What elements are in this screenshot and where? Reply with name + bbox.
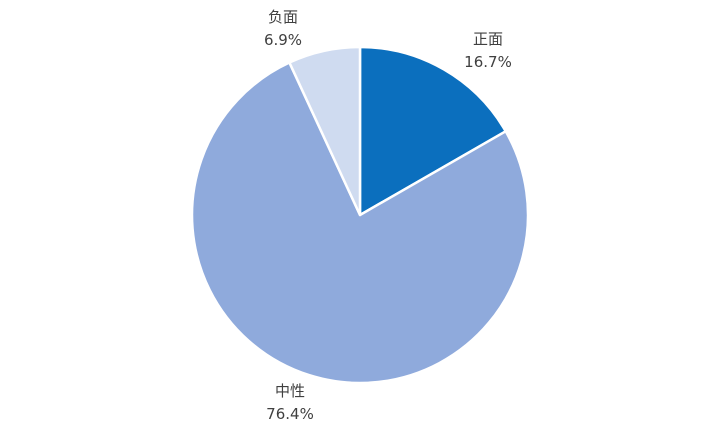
slice-label-name: 中性 — [274, 382, 305, 400]
pie-slice-positive — [358, 45, 507, 217]
slice-label-neutral: 中性 76.4% — [220, 380, 360, 426]
pie-slice-negative — [288, 45, 362, 217]
slice-label-name: 负面 — [267, 8, 298, 26]
pie-slices — [190, 45, 530, 385]
slice-label-negative: 负面 6.9% — [213, 6, 353, 52]
slice-label-value: 16.7% — [464, 53, 512, 71]
slice-label-value: 6.9% — [263, 31, 303, 49]
slice-label-positive: 正面 16.7% — [418, 28, 558, 74]
slice-label-name: 正面 — [472, 30, 503, 48]
pie-slice-neutral — [190, 61, 530, 385]
slice-label-value: 76.4% — [266, 405, 314, 423]
